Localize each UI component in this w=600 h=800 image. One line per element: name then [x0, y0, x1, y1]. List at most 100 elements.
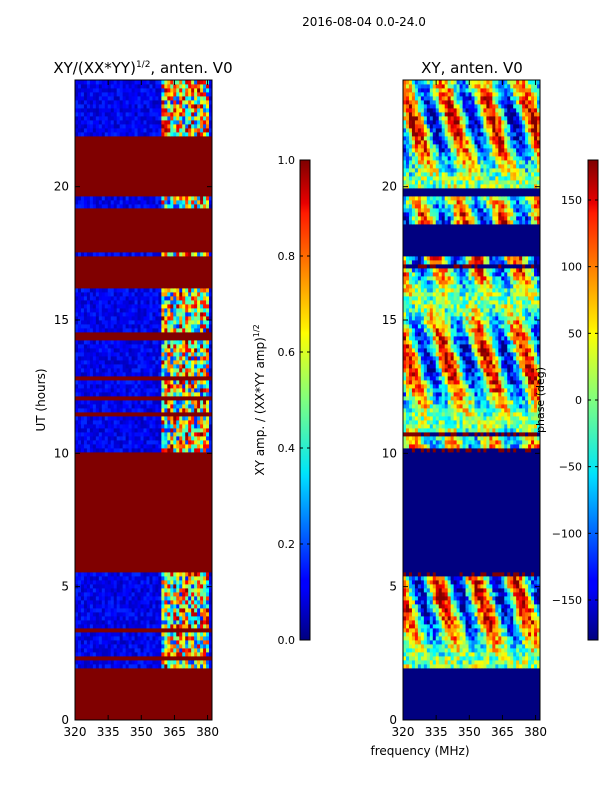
heatmap-cell — [116, 408, 121, 413]
heatmap-cell — [140, 308, 144, 313]
heatmap-cell — [104, 300, 109, 305]
heatmap-cell — [119, 672, 124, 677]
heatmap-cell — [200, 424, 204, 429]
heatmap-cell — [113, 372, 118, 377]
heatmap-cell — [194, 680, 198, 685]
heatmap-cell — [75, 444, 79, 449]
heatmap-cell — [134, 660, 138, 665]
heatmap-cell — [98, 468, 103, 473]
heatmap-cell — [92, 704, 97, 709]
heatmap-cell — [149, 632, 153, 637]
heatmap-cell — [89, 648, 94, 653]
heatmap-cell — [170, 600, 174, 605]
heatmap-cell — [158, 684, 162, 689]
heatmap-cell — [170, 668, 174, 673]
heatmap-cell — [185, 480, 189, 485]
heatmap-cell — [92, 556, 97, 561]
heatmap-cell — [110, 560, 115, 565]
heatmap-cell — [77, 676, 82, 681]
heatmap-cell — [152, 352, 156, 357]
heatmap-cell — [143, 612, 147, 617]
heatmap-cell — [146, 640, 150, 645]
heatmap-cell — [149, 492, 153, 497]
heatmap-cell — [75, 612, 79, 617]
heatmap-cell — [203, 452, 207, 457]
heatmap-cell — [98, 624, 103, 629]
heatmap-cell — [83, 656, 88, 661]
heatmap-cell — [89, 348, 94, 353]
heatmap-cell — [92, 436, 97, 441]
heatmap-cell — [182, 396, 186, 401]
heatmap-cell — [89, 468, 94, 473]
heatmap-cell — [80, 448, 85, 453]
heatmap-cell — [80, 372, 85, 377]
heatmap-cell — [173, 676, 177, 681]
heatmap-cell — [107, 360, 112, 365]
heatmap-cell — [191, 428, 195, 433]
heatmap-cell — [107, 396, 112, 401]
heatmap-cell — [167, 688, 171, 693]
heatmap-cell — [143, 492, 147, 497]
heatmap-cell — [110, 384, 115, 389]
heatmap-cell — [149, 468, 153, 473]
left-title-main: XY/(XX*YY) — [53, 59, 136, 77]
heatmap-cell — [116, 476, 121, 481]
heatmap-cell — [170, 596, 174, 601]
heatmap-cell — [155, 416, 159, 421]
heatmap-cell — [158, 340, 162, 345]
heatmap-cell — [104, 576, 109, 581]
heatmap-cell — [152, 632, 156, 637]
heatmap-cell — [161, 488, 165, 493]
heatmap-cell — [116, 424, 121, 429]
heatmap-cell — [170, 588, 174, 593]
heatmap-cell — [167, 540, 171, 545]
heatmap-cell — [137, 312, 141, 317]
heatmap-cell — [200, 620, 204, 625]
heatmap-cell — [140, 396, 144, 401]
heatmap-cell — [194, 708, 198, 713]
heatmap-cell — [131, 300, 135, 305]
heatmap-cell — [125, 620, 130, 625]
heatmap-cell — [158, 452, 162, 457]
heatmap-cell — [176, 392, 180, 397]
heatmap-cell — [176, 704, 180, 709]
heatmap-cell — [137, 412, 141, 417]
heatmap-cell — [167, 456, 171, 461]
heatmap-cell — [191, 656, 195, 661]
heatmap-cell — [75, 516, 79, 521]
heatmap-cell — [191, 492, 195, 497]
heatmap-cell — [77, 660, 82, 665]
heatmap-cell — [158, 636, 162, 641]
heatmap-cell — [197, 300, 201, 305]
heatmap-cell — [170, 540, 174, 545]
heatmap-cell — [146, 504, 150, 509]
heatmap-cell — [116, 636, 121, 641]
heatmap-cell — [122, 364, 127, 369]
heatmap-cell — [134, 324, 138, 329]
heatmap-cell — [206, 648, 210, 653]
heatmap-cell — [209, 552, 213, 557]
heatmap-cell — [170, 504, 174, 509]
heatmap-cell — [170, 576, 174, 581]
heatmap-cell — [137, 700, 141, 705]
heatmap-cell — [200, 716, 204, 721]
heatmap-cell — [176, 484, 180, 489]
heatmap-cell — [113, 464, 118, 469]
heatmap-cell — [134, 320, 138, 325]
heatmap-cell — [98, 644, 103, 649]
heatmap-cell — [128, 364, 132, 369]
heatmap-cell — [209, 488, 213, 493]
heatmap-cell — [149, 440, 153, 445]
heatmap-cell — [89, 380, 94, 385]
heatmap-cell — [110, 332, 115, 337]
heatmap-cell — [173, 448, 177, 453]
heatmap-cell — [188, 680, 192, 685]
heatmap-cell — [125, 640, 130, 645]
heatmap-cell — [110, 404, 115, 409]
heatmap-cell — [86, 636, 91, 641]
heatmap-cell — [176, 600, 180, 605]
heatmap-cell — [101, 456, 106, 461]
heatmap-cell — [176, 348, 180, 353]
heatmap-cell — [155, 664, 159, 669]
heatmap-cell — [203, 368, 207, 373]
